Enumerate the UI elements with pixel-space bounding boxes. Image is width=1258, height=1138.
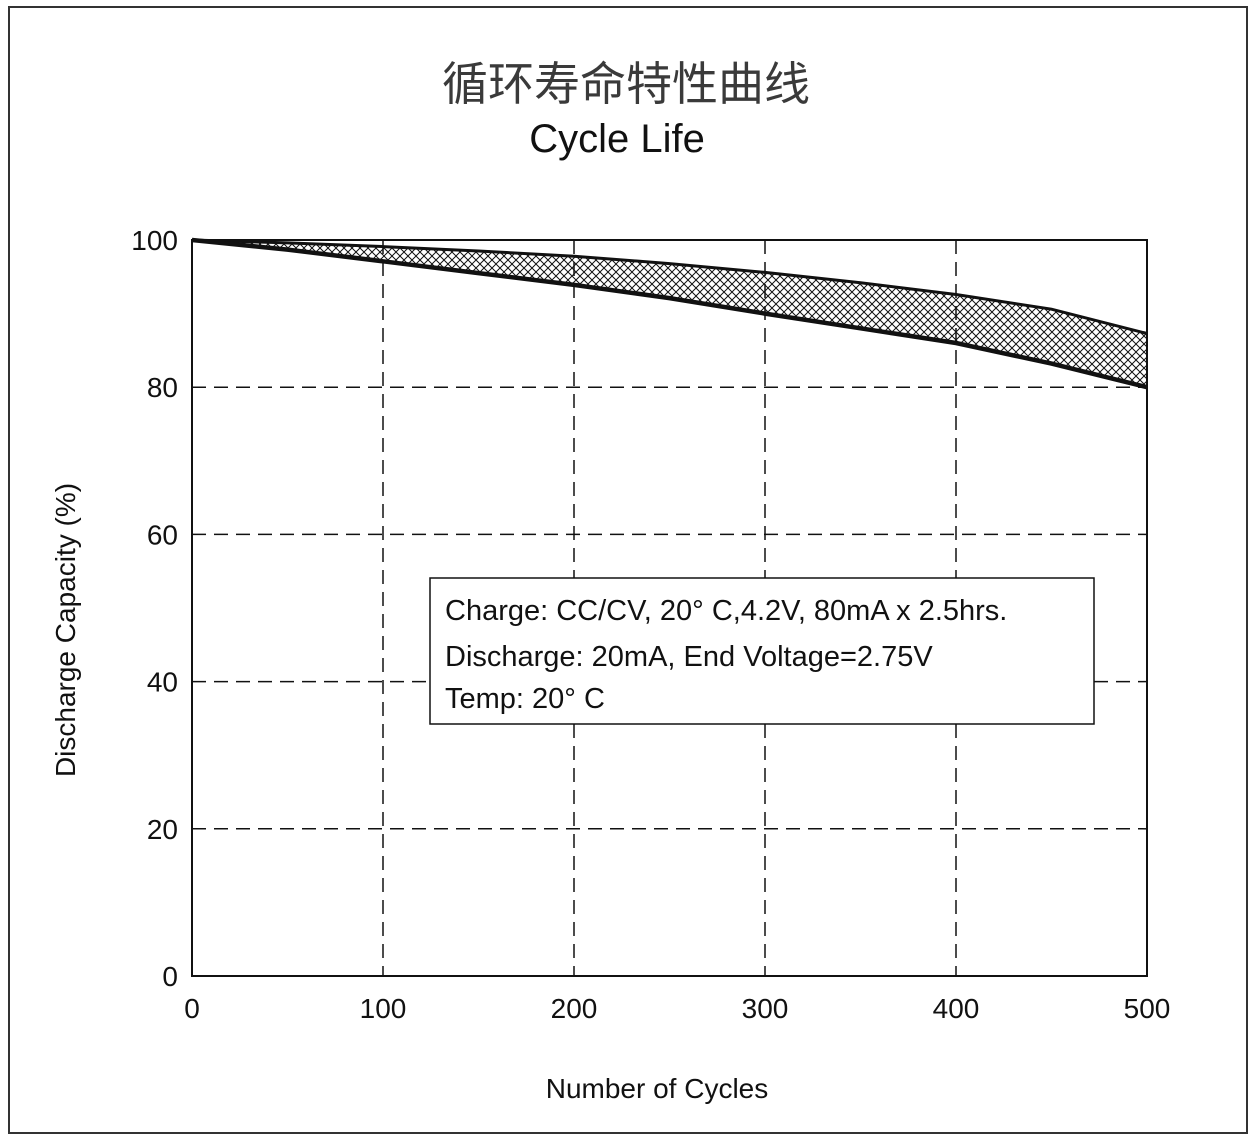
x-tick-label-500: 500 — [1124, 993, 1171, 1024]
annotation-line-temp: Temp: 20° C — [445, 683, 605, 715]
y-axis-label: Discharge Capacity (%) — [50, 483, 81, 777]
y-tick-label-20: 20 — [147, 814, 178, 845]
x-tick-label-0: 0 — [184, 993, 200, 1024]
band-fill — [192, 240, 1147, 388]
x-tick-label-200: 200 — [551, 993, 598, 1024]
capacity-band — [191, 237, 1148, 390]
x-tick-label-100: 100 — [360, 993, 407, 1024]
plot-area — [191, 239, 1148, 977]
series-upper-line — [191, 238, 1148, 335]
annotation-line-discharge: Discharge: 20mA, End Voltage=2.75V — [445, 641, 933, 673]
annotation-line-charge: Charge: CC/CV, 20° C,4.2V, 80mA x 2.5hrs… — [445, 595, 1007, 627]
y-tick-label-60: 60 — [147, 519, 178, 550]
annotation-box: Charge: CC/CV, 20° C,4.2V, 80mA x 2.5hrs… — [429, 577, 1095, 725]
y-tick-label-80: 80 — [147, 372, 178, 403]
x-axis-label: Number of Cycles — [546, 1073, 769, 1104]
chart-title: 循环寿命特性曲线 — [442, 57, 810, 111]
tick-labels: 0 100 200 300 400 500 0 20 40 60 80 100 — [131, 225, 1170, 1024]
chart-subtitle: Cycle Life — [529, 117, 705, 161]
x-tick-label-300: 300 — [742, 993, 789, 1024]
series-lower-line — [191, 237, 1148, 390]
y-tick-label-0: 0 — [162, 961, 178, 992]
chart-frame — [8, 6, 1248, 1134]
y-tick-label-100: 100 — [131, 225, 178, 256]
annotation-border — [429, 577, 1095, 725]
x-tick-label-400: 400 — [933, 993, 980, 1024]
y-tick-label-40: 40 — [147, 667, 178, 698]
